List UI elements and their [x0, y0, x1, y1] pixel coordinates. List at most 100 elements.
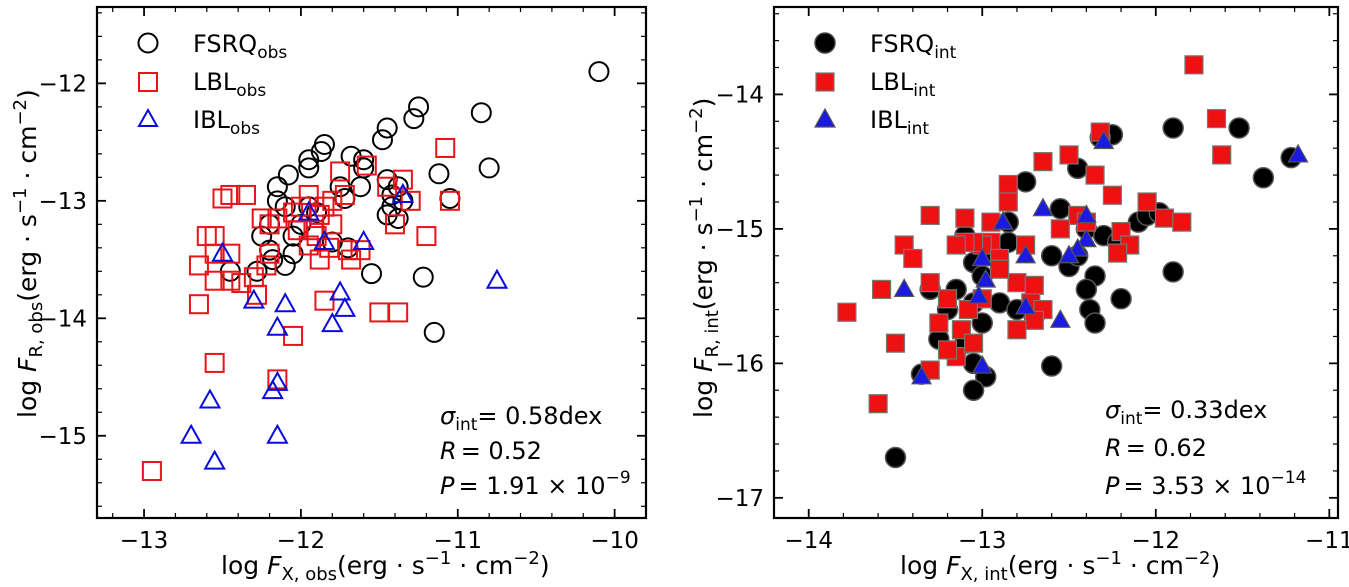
point-lbl-obs — [188, 255, 209, 276]
point-lbl-obs — [388, 302, 409, 323]
left-x-axis-label: log FX, obs(erg · s−1 · cm−2) — [221, 548, 550, 585]
point-ibl-int — [992, 210, 1014, 230]
point-fsrq-obs — [277, 164, 299, 186]
point-ibl-obs — [333, 296, 357, 317]
point-ibl-obs — [328, 280, 352, 301]
point-lbl-int — [1007, 273, 1027, 293]
point-lbl-obs — [356, 155, 377, 176]
point-lbl-int — [998, 174, 1018, 195]
point-fsrq-obs — [412, 266, 434, 288]
point-ibl-obs — [266, 370, 289, 391]
point-lbl-int — [920, 205, 940, 226]
point-fsrq-obs — [371, 129, 393, 151]
point-lbl-obs — [220, 243, 241, 264]
point-lbl-obs — [439, 190, 460, 211]
point-lbl-int — [868, 394, 888, 414]
point-lbl-int — [1102, 185, 1123, 205]
point-lbl-obs — [204, 226, 225, 247]
point-lbl-obs — [369, 302, 390, 323]
point-lbl-int — [1007, 320, 1027, 340]
point-lbl-obs — [204, 352, 225, 373]
x-tick-label: −10 — [590, 528, 639, 554]
point-lbl-obs — [236, 184, 257, 205]
point-ibl-int — [1015, 244, 1037, 264]
point-fsrq-int — [1014, 171, 1037, 193]
point-fsrq-int — [1162, 117, 1184, 139]
point-ibl-obs — [211, 241, 234, 262]
point-fsrq-obs — [266, 176, 288, 198]
right-p-text: P = 3.53 × 10−14 — [1105, 468, 1306, 500]
point-fsrq-obs — [478, 157, 500, 179]
point-ibl-int — [893, 278, 915, 297]
point-lbl-int — [1212, 145, 1232, 165]
point-fsrq-int — [1075, 278, 1098, 301]
point-lbl-obs — [330, 161, 351, 182]
legend-fsrq-int-marker — [814, 32, 836, 54]
point-ibl-obs — [242, 288, 266, 309]
point-lbl-obs — [188, 294, 209, 315]
point-ibl-int — [1075, 204, 1097, 224]
point-fsrq-int — [1162, 261, 1184, 283]
point-lbl-int — [903, 248, 923, 269]
series-ibl-int — [893, 130, 1309, 385]
point-ibl-int — [910, 365, 933, 385]
point-fsrq-obs — [387, 207, 409, 229]
right-y-axis-label: log FR, int(erg · s−1 · cm−2) — [686, 98, 723, 418]
point-fsrq-obs — [428, 163, 450, 185]
point-ibl-int — [968, 284, 990, 304]
point-lbl-obs — [392, 169, 413, 190]
point-fsrq-int — [1252, 167, 1275, 189]
legend-fsrq-int-label: FSRQint — [870, 30, 957, 63]
y-tick-label: −15 — [715, 217, 764, 243]
point-fsrq-int — [1084, 312, 1106, 334]
point-lbl-int — [837, 302, 857, 322]
legend-ibl-obs-marker — [137, 107, 159, 127]
point-fsrq-int — [1228, 117, 1250, 139]
point-fsrq-obs — [376, 117, 398, 139]
point-lbl-obs — [322, 190, 343, 211]
point-lbl-obs — [220, 184, 241, 205]
point-fsrq-obs — [423, 321, 445, 343]
y-tick-label: −14 — [715, 82, 764, 108]
right-x-axis-label: log FX, int(erg · s−1 · cm−2) — [900, 548, 1220, 585]
point-lbl-int — [963, 333, 984, 353]
series-ibl-obs — [179, 182, 509, 470]
point-ibl-obs — [485, 268, 509, 289]
point-lbl-int — [958, 299, 978, 320]
legend-lbl-obs-marker — [138, 72, 158, 92]
point-lbl-obs — [283, 325, 304, 346]
series-fsrq-obs — [219, 61, 610, 343]
point-lbl-int — [1172, 212, 1192, 232]
point-ibl-int — [971, 354, 993, 374]
y-tick-label: −12 — [38, 71, 87, 97]
x-tick-label: −13 — [120, 528, 169, 554]
point-lbl-int — [1033, 152, 1053, 172]
left-p-text: P = 1.91 × 10−9 — [440, 468, 631, 500]
right-r-text: R = 0.62 — [1105, 434, 1207, 462]
point-ibl-obs — [266, 315, 289, 336]
point-fsrq-int — [1040, 355, 1063, 377]
point-fsrq-int — [884, 446, 907, 469]
point-lbl-int — [1085, 165, 1105, 185]
point-lbl-int — [929, 313, 949, 333]
right-legend: FSRQint LBLint IBLint — [813, 30, 957, 139]
point-lbl-obs — [435, 137, 456, 158]
point-lbl-int — [1206, 109, 1227, 129]
point-lbl-int — [937, 289, 958, 309]
right-ticks: −14 −13 −12 −11 −17 −16 −15 −14 — [715, 7, 1349, 554]
point-lbl-int — [946, 235, 966, 255]
left-r-text: R = 0.52 — [440, 437, 542, 465]
point-ibl-obs — [352, 229, 375, 250]
point-lbl-int — [920, 273, 940, 293]
point-lbl-obs — [303, 220, 324, 241]
point-ibl-int — [1093, 130, 1115, 150]
point-ibl-obs — [297, 200, 320, 221]
point-lbl-obs — [212, 188, 233, 209]
point-lbl-obs — [246, 284, 267, 305]
legend-lbl-int-label: LBLint — [870, 68, 936, 101]
left-ticks: −13 −12 −11 −10 −15 −14 −13 −12 — [38, 7, 647, 554]
right-scatter-panel: −14 −13 −12 −11 −17 −16 −15 −14 FSRQint LBLint … — [686, 5, 1349, 585]
y-tick-label: −16 — [715, 351, 764, 377]
point-lbl-obs — [309, 249, 330, 270]
